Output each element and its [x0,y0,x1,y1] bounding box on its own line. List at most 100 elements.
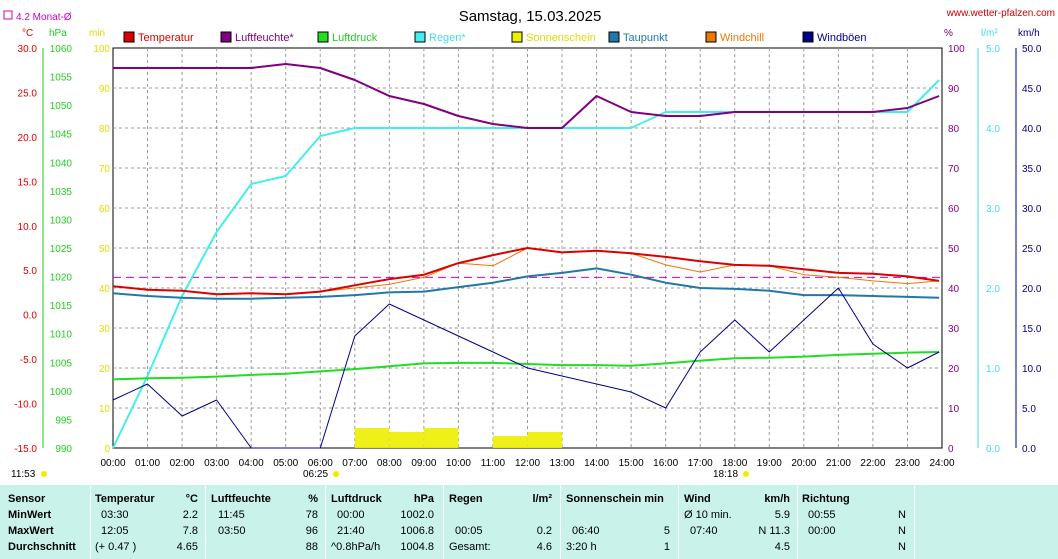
row-min-hum-time: 11:45 [218,509,245,521]
row-max-rain-time: 00:05 [455,525,483,537]
humidity-tick-label: 30 [948,324,960,335]
time-tick-label: 06:00 [308,458,333,469]
series-line-luftdruck [112,351,940,381]
temp-tick-label: -10.0 [14,400,37,411]
time-tick-label: 21:00 [826,458,851,469]
humidity-tick-label: 60 [948,204,960,215]
time-tick-label: 23:00 [895,458,920,469]
row-max-temp-time: 12:05 [101,525,129,537]
unit-hpa: hPa [49,28,67,39]
humidity-tick-label: 50 [948,244,960,255]
wind-tick-label: 30.0 [1022,204,1042,215]
row-avg-hum-val: 88 [305,541,318,553]
legend-swatch [802,31,814,43]
temp-tick-label: 5.0 [23,266,37,277]
time-tick-label: 11:00 [481,458,506,469]
legend-swatch [414,31,426,43]
legend-swatch [608,31,620,43]
temp-tick-label: 0.0 [23,311,37,322]
time-tick-label: 15:00 [619,458,644,469]
row-avg-wind-val: 4.5 [774,541,790,553]
minutes-tick-label: 70 [99,164,111,175]
pressure-tick-label: 1055 [50,73,73,84]
chart-legend: Temperatur Luftfeuchte* Luftdruck Regen* Son… [123,31,867,44]
rain-tick-label: 4.0 [986,124,1000,135]
wind-tick-label: 35.0 [1022,164,1042,175]
sun-markers: 06:25 18:18 [303,469,749,480]
humidity-tick-label: 0 [948,444,954,455]
month-avg-label: 4.2 Monat-Ø [16,12,72,23]
wind-tick-label: 10.0 [1022,364,1042,375]
header-wind: Wind [684,493,711,505]
time-tick-label: 12:00 [515,458,540,469]
time-tick-label: 07:00 [342,458,367,469]
pressure-tick-label: 1050 [50,101,73,112]
header-rain: Regen [449,493,483,505]
moonrise-time: 11:53 [11,469,36,480]
sunshine-bar [389,432,424,448]
wind-tick-label: 20.0 [1022,284,1042,295]
pressure-tick-label: 1030 [50,215,73,226]
row-max-dir-time: 00:00 [808,525,836,537]
time-tick-label: 22:00 [860,458,885,469]
legend-label: Windchill [720,32,764,44]
wind-tick-label: 40.0 [1022,124,1042,135]
website-label[interactable]: www.wetter-pfalzen.com [946,8,1055,19]
legend-label: Luftfeuchte* [235,32,294,44]
series-line-temperatur [112,247,940,296]
header-wind-unit: km/h [764,493,790,505]
rain-tick-label: 0.0 [986,444,1000,455]
weather-chart: Samstag, 15.03.2025 www.wetter-pfalzen.c… [3,8,1055,480]
sunrise-time: 06:25 [303,469,328,480]
minutes-tick-label: 10 [99,404,111,415]
row-min-hum-val: 78 [305,509,318,521]
legend-swatch [511,31,523,43]
header-humidity-unit: % [308,493,318,505]
pressure-tick-label: 1000 [50,387,73,398]
header-rain-unit: l/m² [532,493,552,505]
row-max-hum-val: 96 [305,525,318,537]
humidity-tick-label: 90 [948,84,960,95]
series-line-windben [112,287,940,449]
pressure-tick-label: 1045 [50,130,73,141]
wind-tick-label: 0.0 [1022,444,1036,455]
row-avg-rain-time: Gesamt: [449,541,491,553]
time-tick-label: 17:00 [688,458,713,469]
minutes-tick-label: 90 [99,84,111,95]
wind-tick-label: 5.0 [1022,404,1036,415]
time-tick-label: 08:00 [377,458,402,469]
series-line-taupunkt [112,267,940,300]
sunshine-bar [354,428,390,448]
pressure-tick-label: 1005 [50,358,73,369]
row-max-label: MaxWert [8,525,54,537]
wind-tick-label: 50.0 [1022,44,1042,55]
row-max-hum-time: 03:50 [218,525,246,537]
chart-title: Samstag, 15.03.2025 [459,8,602,25]
time-tick-label: 01:00 [135,458,160,469]
chart-marks [112,63,942,449]
minutes-tick-label: 30 [99,324,111,335]
row-avg-temp-time: (+ 0.47 ) [95,541,137,553]
row-avg-press-time: ^0.8hPa/h [331,541,381,553]
header-temp: Temperatur [95,493,155,505]
time-tick-label: 20:00 [791,458,816,469]
legend-label: Sonnenschein [526,32,596,44]
time-tick-label: 10:00 [446,458,471,469]
sunshine-bar [527,432,563,448]
pressure-tick-label: 1010 [50,330,73,341]
header-sensor: Sensor [8,493,46,505]
header-humidity: Luftfeuchte [211,493,271,505]
temp-tick-label: 20.0 [18,133,38,144]
row-max-temp-val: 7.8 [182,525,198,537]
row-min-wind-val: 5.9 [774,509,790,521]
rain-tick-label: 3.0 [986,204,1000,215]
row-max-press-val: 1006.8 [400,525,434,537]
row-max-wind-time: 07:40 [690,525,718,537]
chart-axes: 30.0 25.0 20.0 15.0 10.0 5.0 0.0 -5.0 -10.0 -15.0… [14,44,1042,469]
rain-tick-label: 2.0 [986,284,1000,295]
row-min-dir-time: 00:55 [808,509,836,521]
legend-swatch [317,31,329,43]
row-min-dir-val: N [898,509,906,521]
row-min-label: MinWert [8,509,52,521]
month-avg-legend-box [3,10,13,20]
